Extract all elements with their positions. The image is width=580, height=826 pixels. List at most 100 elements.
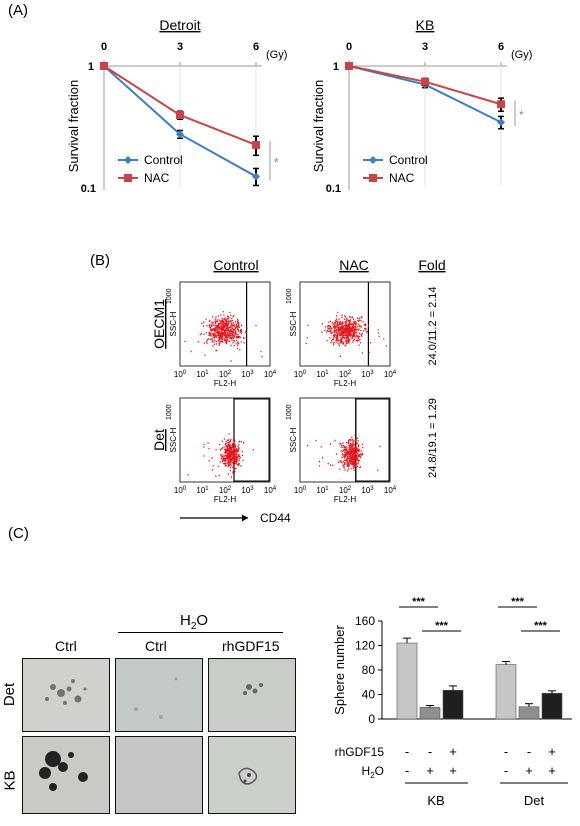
x-axis-label-fl2: FL2-H bbox=[334, 379, 356, 388]
x-axis-label-fl2: FL2-H bbox=[214, 495, 236, 504]
significance-marker: *** bbox=[435, 620, 449, 632]
y-axis-label-ssc: SSC-H bbox=[289, 311, 298, 336]
h2o2-bracket-line bbox=[118, 632, 283, 633]
factor-sign: - bbox=[504, 744, 508, 759]
x-tick-label: 100 bbox=[174, 486, 187, 495]
x-tick-label: 103 bbox=[361, 370, 374, 379]
y-tick-label: 1000 bbox=[166, 404, 173, 420]
x-tick-label: 103 bbox=[241, 370, 254, 379]
col-label-ctrl: Ctrl bbox=[55, 638, 77, 654]
y-tick-label: 1 bbox=[88, 61, 94, 73]
y-axis-label-ssc: SSC-H bbox=[289, 427, 298, 452]
panel-c-bar-chart: 0 40 80 120 160 Sphere number *** *** *** *** rhGD… bbox=[332, 596, 572, 808]
col-header-control: Control bbox=[213, 257, 258, 273]
fold-value-oecm1: 24.0/11.2 = 2.14 bbox=[427, 286, 439, 365]
y-tick-label: 1000 bbox=[286, 404, 293, 420]
panel-a-label: (A) bbox=[8, 2, 28, 19]
legend-marker-control bbox=[369, 156, 377, 164]
row-label-det: Det bbox=[151, 429, 167, 451]
dot-plot-frame bbox=[299, 281, 391, 367]
x-tick-label: 104 bbox=[264, 486, 277, 495]
data-point-nac bbox=[497, 100, 505, 109]
bar bbox=[442, 689, 464, 720]
data-point-control bbox=[252, 172, 260, 181]
col-label-h2o2-ctrl: Ctrl bbox=[145, 638, 167, 654]
y-axis-label: Sphere number bbox=[332, 625, 347, 715]
bar bbox=[419, 707, 441, 720]
x-tick-label: 102 bbox=[219, 370, 232, 379]
data-point-nac bbox=[252, 140, 260, 149]
significance-marker: *** bbox=[511, 596, 525, 608]
dot-plot-frame bbox=[179, 397, 271, 483]
bar bbox=[518, 706, 540, 720]
bar bbox=[495, 664, 517, 720]
x-tick-label: 0 bbox=[346, 41, 352, 53]
x-tick-label: 3 bbox=[177, 41, 183, 53]
factor-label-h2o2: H2O bbox=[362, 764, 384, 780]
x-tick-label: 101 bbox=[316, 486, 329, 495]
legend-marker-nac bbox=[369, 174, 377, 182]
group-label-kb: KB bbox=[427, 793, 444, 808]
cd44-arrow-head bbox=[242, 514, 248, 522]
scatter-events bbox=[307, 433, 381, 472]
x-unit-label: (Gy) bbox=[511, 49, 532, 61]
gate-box bbox=[233, 398, 270, 482]
row-label-det: Det bbox=[1, 682, 19, 707]
y-tick-label: 80 bbox=[362, 663, 376, 677]
scatter-events bbox=[187, 433, 254, 478]
y-tick-label: 0.1 bbox=[81, 183, 96, 195]
x-tick-label: 104 bbox=[264, 370, 277, 379]
y-tick-label: 120 bbox=[355, 639, 375, 653]
micrograph-kb-ctrl bbox=[22, 736, 110, 814]
x-tick-label: 100 bbox=[294, 370, 307, 379]
x-tick-label: 100 bbox=[294, 486, 307, 495]
micrograph-kb-h2o2-rhgdf15 bbox=[208, 736, 296, 814]
chart-title: Detroit bbox=[159, 17, 200, 33]
legend-label-nac: NAC bbox=[144, 171, 170, 185]
x-tick-label: 101 bbox=[196, 370, 209, 379]
group-label-det: Det bbox=[524, 793, 545, 808]
gate-box bbox=[355, 398, 390, 482]
y-tick-label: 1 bbox=[333, 61, 339, 73]
x-axis-label-fl2: FL2-H bbox=[214, 379, 236, 388]
micrograph-det-h2o2-rhgdf15 bbox=[208, 658, 296, 732]
col-header-fold: Fold bbox=[418, 257, 445, 273]
micrograph-det-h2o2-ctrl bbox=[115, 658, 203, 732]
legend-label-nac: NAC bbox=[389, 171, 415, 185]
legend-label-control: Control bbox=[389, 153, 428, 167]
fold-value-det: 24.8/19.1 = 1.29 bbox=[427, 398, 439, 478]
factor-sign: - bbox=[504, 763, 508, 778]
data-point-nac bbox=[421, 77, 429, 86]
bar bbox=[541, 692, 563, 720]
data-point-control bbox=[176, 130, 184, 139]
x-tick-label: 103 bbox=[361, 486, 374, 495]
legend-label-control: Control bbox=[144, 153, 183, 167]
factor-sign: + bbox=[548, 744, 556, 759]
factor-sign: - bbox=[527, 744, 531, 759]
dot-plot-frame bbox=[179, 281, 271, 367]
cd44-label: CD44 bbox=[260, 511, 291, 525]
data-point-nac bbox=[100, 62, 108, 70]
panel-c-label: (C) bbox=[8, 525, 29, 542]
row-label-oecm1: OECM1 bbox=[151, 299, 167, 349]
y-tick-label: 0 bbox=[368, 712, 375, 726]
x-tick-label: 6 bbox=[498, 41, 504, 53]
panel-b-flow-figure: Control NAC Fold SSC-H 1000 FL2-H 100 101 102 103… bbox=[151, 257, 446, 525]
factor-sign: + bbox=[449, 744, 457, 759]
factor-sign: + bbox=[548, 763, 556, 778]
x-tick-label: 101 bbox=[316, 370, 329, 379]
legend-marker-control bbox=[124, 156, 132, 164]
x-tick-label: 102 bbox=[339, 486, 352, 495]
chart-title: KB bbox=[416, 17, 435, 33]
y-axis-label: Survival fraction bbox=[311, 80, 326, 172]
significance-marker: *** bbox=[412, 596, 426, 608]
significance-marker: * bbox=[274, 156, 279, 170]
y-tick-label: 160 bbox=[355, 614, 375, 628]
significance-marker: *** bbox=[534, 620, 548, 632]
factor-sign: + bbox=[426, 763, 434, 778]
bar bbox=[396, 642, 418, 720]
h2o2-header: H2O bbox=[180, 612, 209, 632]
x-tick-label: 0 bbox=[101, 41, 107, 53]
